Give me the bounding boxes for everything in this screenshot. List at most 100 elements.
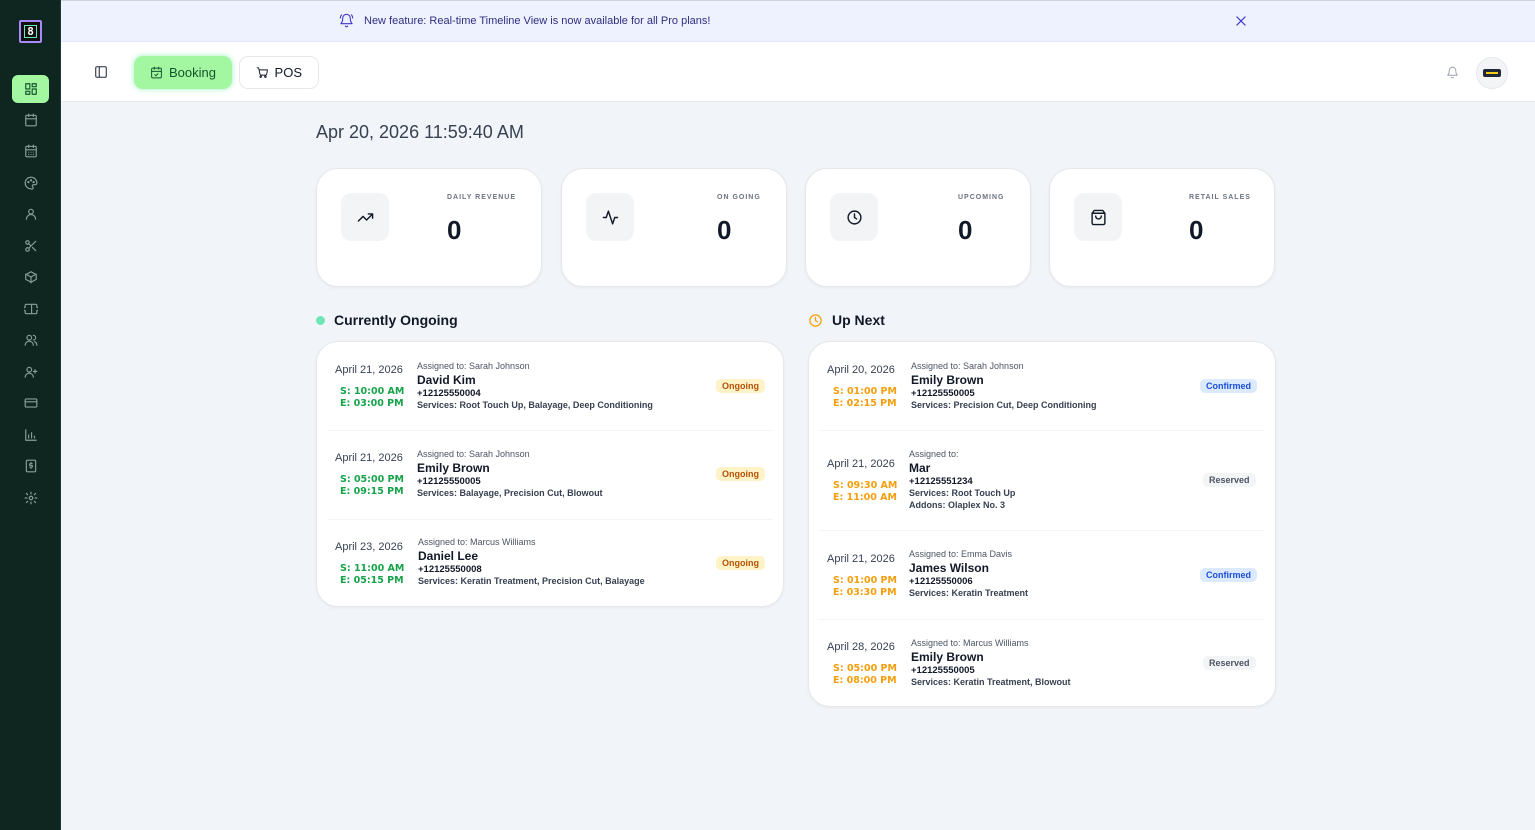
list-item[interactable]: April 21, 2026 S: 01:00 PM E: 03:30 PM A… <box>809 530 1275 618</box>
upnext-list: April 20, 2026 S: 01:00 PM E: 02:15 PM A… <box>808 341 1276 707</box>
list-item[interactable]: April 21, 2026 S: 09:30 AM E: 11:00 AM A… <box>809 430 1275 530</box>
list-item[interactable]: April 20, 2026 S: 01:00 PM E: 02:15 PM A… <box>809 342 1275 430</box>
palette-icon <box>24 176 37 190</box>
sidebar-item-products[interactable] <box>12 263 49 291</box>
sidebar-item-calendar[interactable] <box>12 106 49 134</box>
end-time: E: 03:00 PM <box>340 398 404 409</box>
pos-button[interactable]: POS <box>239 56 319 89</box>
list-item[interactable]: April 28, 2026 S: 05:00 PM E: 08:00 PM A… <box>809 619 1275 707</box>
start-time: S: 01:00 PM <box>833 575 897 586</box>
booking-button[interactable]: Booking <box>134 56 232 89</box>
receipt-icon <box>25 459 36 473</box>
list-item[interactable]: April 21, 2026 S: 05:00 PM E: 09:15 PM A… <box>317 430 783 518</box>
ongoing-section-title: Currently Ongoing <box>334 312 458 328</box>
clock-icon <box>808 313 823 328</box>
status-badge: Confirmed <box>1200 568 1257 582</box>
announcement-banner: New feature: Real-time Timeline View is … <box>61 1 1535 42</box>
sidebar-item-add-user[interactable] <box>12 358 49 386</box>
appointment-date: April 21, 2026 <box>335 452 403 464</box>
start-time: S: 10:00 AM <box>340 386 405 397</box>
client-phone: +12125551234 <box>909 476 973 487</box>
stat-label: ON GOING <box>717 194 761 201</box>
start-time: S: 11:00 AM <box>340 563 405 574</box>
client-phone: +12125550008 <box>418 564 482 575</box>
start-time: S: 01:00 PM <box>833 386 897 397</box>
gear-icon <box>24 491 37 505</box>
sidebar-item-invoices[interactable] <box>12 452 49 480</box>
ongoing-status-dot <box>316 316 325 325</box>
sidebar-item-dashboard[interactable] <box>12 75 49 103</box>
app-logo-text: 8 <box>24 25 37 38</box>
list-item[interactable]: April 23, 2026 S: 11:00 AM E: 05:15 PM A… <box>317 519 783 607</box>
client-name: Emily Brown <box>417 461 490 475</box>
notification-bell-icon[interactable] <box>1446 66 1460 80</box>
stat-value: 0 <box>717 215 732 245</box>
assigned-to: Assigned to: Sarah Johnson <box>911 361 1024 371</box>
addons: Addons: Olaplex No. 3 <box>909 500 1006 510</box>
users-icon <box>24 334 37 346</box>
list-item[interactable]: April 21, 2026 S: 10:00 AM E: 03:00 PM A… <box>317 342 783 430</box>
status-badge: Reserved <box>1203 656 1256 670</box>
current-datetime: Apr 20, 2026 11:59:40 AM <box>316 122 524 142</box>
dashboard-icon <box>24 83 37 95</box>
services: Services: Root Touch Up, Balayage, Deep … <box>417 400 653 410</box>
appointment-date: April 21, 2026 <box>827 458 895 470</box>
client-name: David Kim <box>417 373 476 387</box>
close-icon[interactable] <box>1234 14 1250 30</box>
status-badge: Confirmed <box>1200 379 1257 393</box>
sidebar-item-tickets[interactable] <box>12 295 49 323</box>
sidebar-item-services[interactable] <box>12 232 49 260</box>
stat-label: RETAIL SALES <box>1189 194 1251 201</box>
client-phone: +12125550005 <box>417 476 481 487</box>
sidebar-item-user[interactable] <box>12 200 49 228</box>
services: Services: Balayage, Precision Cut, Blowo… <box>417 488 603 498</box>
shopping-cart-icon <box>256 67 268 78</box>
bar-chart-icon <box>24 429 37 441</box>
services: Services: Keratin Treatment <box>909 588 1029 598</box>
ticket-icon <box>23 303 38 315</box>
credit-card-icon <box>24 398 37 408</box>
end-time: E: 09:15 PM <box>340 486 404 497</box>
sidebar-item-settings[interactable] <box>12 484 49 512</box>
divider <box>819 530 1265 531</box>
status-badge: Reserved <box>1203 473 1256 487</box>
sidebar-item-payments[interactable] <box>12 389 49 417</box>
start-time: S: 09:30 AM <box>833 480 898 491</box>
stat-label: UPCOMING <box>958 194 1005 201</box>
sidebar-item-schedule[interactable] <box>12 137 49 165</box>
stat-card-ongoing: ON GOING 0 <box>561 168 787 287</box>
trending-up-icon <box>357 212 373 222</box>
app-logo[interactable]: 8 <box>19 20 42 43</box>
client-name: Emily Brown <box>911 650 984 664</box>
sidebar: 8 <box>0 0 61 830</box>
client-name: Emily Brown <box>911 373 984 387</box>
sidebar-item-palette[interactable] <box>12 169 49 197</box>
client-name: James Wilson <box>909 561 989 575</box>
assigned-to: Assigned to: Marcus Williams <box>911 638 1029 648</box>
stat-label: DAILY REVENUE <box>447 194 517 201</box>
end-time: E: 02:15 PM <box>833 398 897 409</box>
appointment-date: April 21, 2026 <box>827 553 895 565</box>
sidebar-item-reports[interactable] <box>12 421 49 449</box>
main-area: New feature: Real-time Timeline View is … <box>61 0 1535 830</box>
shopping-bag-icon <box>1090 209 1106 225</box>
avatar[interactable] <box>1476 57 1508 89</box>
activity-icon <box>602 209 618 225</box>
client-name: Daniel Lee <box>418 549 479 563</box>
divider <box>327 519 773 520</box>
sidebar-toggle-icon[interactable] <box>94 65 110 81</box>
assigned-to: Assigned to: <box>909 449 959 459</box>
user-plus-icon <box>24 366 37 378</box>
booking-button-label: Booking <box>169 65 216 80</box>
stat-card-upcoming: UPCOMING 0 <box>805 168 1031 287</box>
status-badge: Ongoing <box>716 556 765 570</box>
sidebar-item-team[interactable] <box>12 326 49 354</box>
status-badge: Ongoing <box>716 379 765 393</box>
appointment-date: April 20, 2026 <box>827 364 895 376</box>
package-icon <box>24 271 37 284</box>
appointment-date: April 21, 2026 <box>335 364 403 376</box>
status-badge: Ongoing <box>716 467 765 481</box>
stat-card-retail-sales: RETAIL SALES 0 <box>1049 168 1275 287</box>
end-time: E: 03:30 PM <box>833 587 897 598</box>
bell-ring-icon <box>339 13 355 29</box>
